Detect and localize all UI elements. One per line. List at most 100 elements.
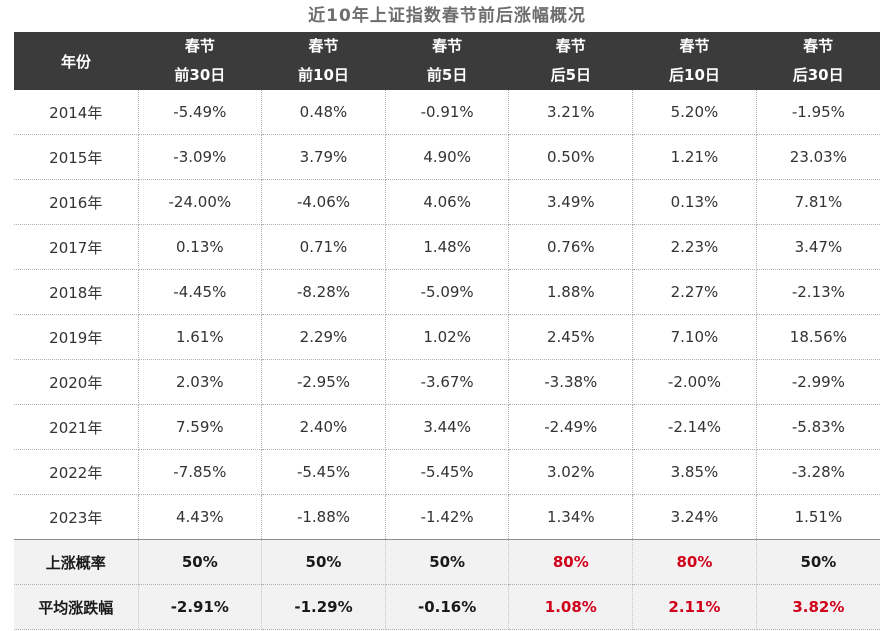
header-line2: 前30日 (174, 66, 226, 84)
value-cell: 5.20% (632, 90, 757, 135)
value-cell: 1.61% (138, 314, 263, 360)
header-pre10: 春节前10日 (261, 32, 386, 90)
year-cell: 2015年 (14, 134, 139, 180)
value-cell: 3.21% (508, 90, 634, 135)
table-row: 2016年 -24.00% -4.06% 4.06% 3.49% 0.13% 7… (14, 179, 880, 225)
table-row: 2014年 -5.49% 0.48% -0.91% 3.21% 5.20% -1… (14, 90, 880, 135)
value-cell: -3.38% (508, 359, 634, 405)
header-line1: 春节 (555, 37, 586, 55)
year-cell: 2020年 (14, 359, 139, 405)
value-cell: 7.59% (138, 404, 263, 450)
value-cell: 1.02% (385, 314, 510, 360)
summary-cell: 50% (385, 539, 510, 585)
table-row: 2023年 4.43% -1.88% -1.42% 1.34% 3.24% 1.… (14, 494, 880, 540)
header-line1: 春节 (679, 37, 710, 55)
header-line2: 前5日 (426, 66, 468, 84)
table-title: 近10年上证指数春节前后涨幅概况 (308, 6, 586, 26)
header-line1: 春节 (803, 37, 834, 55)
value-cell: 0.76% (508, 224, 634, 270)
value-cell: -2.00% (632, 359, 757, 405)
summary-cell-highlight: 3.82% (756, 584, 880, 630)
value-cell: -2.14% (632, 404, 757, 450)
value-cell: 3.79% (261, 134, 386, 180)
summary-row-average-change: 平均涨跌幅 -2.91% -1.29% -0.16% 1.08% 2.11% 3… (14, 584, 880, 630)
value-cell: -2.49% (508, 404, 634, 450)
header-post5: 春节后5日 (508, 32, 633, 90)
summary-cell-highlight: 2.11% (632, 584, 757, 630)
value-cell: -7.85% (138, 449, 263, 495)
summary-cell: -0.16% (385, 584, 510, 630)
value-cell: 2.23% (632, 224, 757, 270)
value-cell: 2.29% (261, 314, 386, 360)
value-cell: 2.27% (632, 269, 757, 315)
table-row: 2022年 -7.85% -5.45% -5.45% 3.02% 3.85% -… (14, 449, 880, 495)
header-post30: 春节后30日 (756, 32, 880, 90)
year-cell: 2018年 (14, 269, 139, 315)
value-cell: 2.03% (138, 359, 263, 405)
value-cell: 3.85% (632, 449, 757, 495)
summary-cell: 50% (261, 539, 386, 585)
table-row: 2019年 1.61% 2.29% 1.02% 2.45% 7.10% 18.5… (14, 314, 880, 360)
value-cell: -24.00% (138, 179, 263, 225)
header-line1: 春节 (184, 37, 215, 55)
value-cell: -5.49% (138, 90, 263, 135)
value-cell: -5.83% (756, 404, 880, 450)
header-line2: 后5日 (550, 66, 592, 84)
value-cell: -3.09% (138, 134, 263, 180)
summary-cell: -2.91% (138, 584, 263, 630)
header-line2: 后30日 (792, 66, 844, 84)
summary-label: 上涨概率 (14, 539, 139, 585)
value-cell: -4.06% (261, 179, 386, 225)
table-row: 2020年 2.03% -2.95% -3.67% -3.38% -2.00% … (14, 359, 880, 405)
header-line2: 后10日 (669, 66, 720, 84)
value-cell: 1.34% (508, 494, 634, 540)
year-cell: 2014年 (14, 90, 139, 135)
year-cell: 2023年 (14, 494, 139, 540)
value-cell: -2.99% (756, 359, 880, 405)
value-cell: 0.50% (508, 134, 634, 180)
table-header-row: 年份 春节 前30日 春节 前10日 春节 前5日 春节 后5日 春节 后10日 春节 后3… (14, 32, 880, 90)
value-cell: -8.28% (261, 269, 386, 315)
value-cell: -2.13% (756, 269, 880, 315)
header-line2: 前10日 (298, 66, 349, 84)
year-cell: 2016年 (14, 179, 139, 225)
value-cell: -3.28% (756, 449, 880, 495)
value-cell: 3.24% (632, 494, 757, 540)
year-cell: 2019年 (14, 314, 139, 360)
header-pre5: 春节 前5日 (385, 32, 509, 90)
value-cell: 7.81% (756, 179, 880, 225)
value-cell: -3.67% (385, 359, 510, 405)
value-cell: 1.88% (508, 269, 634, 315)
summary-cell: 50% (138, 539, 263, 585)
summary-cell-highlight: 1.08% (508, 584, 634, 630)
table-row: 2017年 0.13% 0.71% 1.48% 0.76% 2.23% 3.47… (14, 224, 880, 270)
value-cell: -0.91% (385, 90, 510, 135)
value-cell: 2.40% (261, 404, 386, 450)
value-cell: 23.03% (756, 134, 880, 180)
value-cell: 1.21% (632, 134, 757, 180)
value-cell: 1.51% (756, 494, 880, 540)
summary-row-rise-probability: 上涨概率 50% 50% 50% 80% 80% 50% (14, 539, 880, 585)
summary-label: 平均涨跌幅 (14, 584, 139, 630)
header-post10: 春节后10日 (632, 32, 757, 90)
value-cell: 3.47% (756, 224, 880, 270)
value-cell: 0.71% (261, 224, 386, 270)
table-row: 2015年 -3.09% 3.79% 4.90% 0.50% 1.21% 23.… (14, 134, 880, 180)
value-cell: 3.49% (508, 179, 634, 225)
value-cell: -1.42% (385, 494, 510, 540)
value-cell: 4.06% (385, 179, 510, 225)
year-cell: 2017年 (14, 224, 139, 270)
value-cell: 2.45% (508, 314, 634, 360)
value-cell: -1.95% (756, 90, 880, 135)
value-cell: -4.45% (138, 269, 263, 315)
value-cell: 0.13% (632, 179, 757, 225)
value-cell: 7.10% (632, 314, 757, 360)
value-cell: -1.88% (261, 494, 386, 540)
header-line1: 春节 (308, 37, 339, 55)
value-cell: 3.02% (508, 449, 634, 495)
value-cell: -5.45% (261, 449, 386, 495)
value-cell: 18.56% (756, 314, 880, 360)
value-cell: 4.43% (138, 494, 263, 540)
summary-cell: -1.29% (261, 584, 386, 630)
data-table: 年份 春节 前30日 春节 前10日 春节 前5日 春节 后5日 春节 后10日 春节 后3… (14, 32, 880, 630)
